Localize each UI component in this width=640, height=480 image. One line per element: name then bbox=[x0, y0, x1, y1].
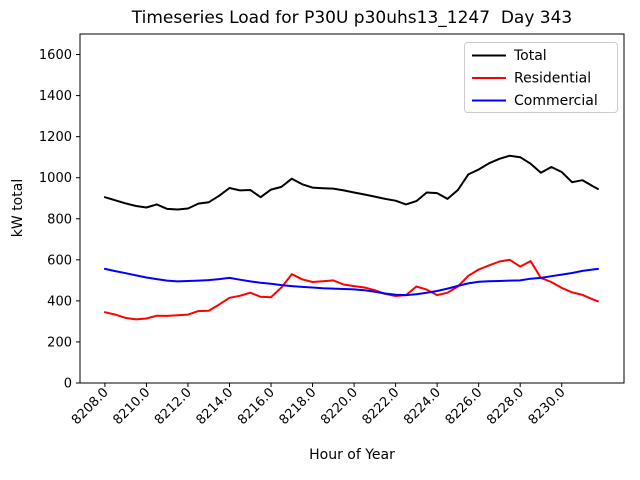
x-tick-label: 8220.0 bbox=[318, 385, 361, 428]
x-tick-label: 8224.0 bbox=[401, 385, 444, 428]
y-tick-label: 1600 bbox=[39, 48, 72, 63]
y-axis-ticks: 0 200 400 600 800 1000 1200 1400 1600 bbox=[39, 48, 80, 392]
series-line-commercial bbox=[103, 267, 599, 297]
y-axis-label: kW total bbox=[10, 179, 26, 237]
y-tick-label: 800 bbox=[47, 212, 72, 227]
y-tick-label: 400 bbox=[47, 294, 72, 309]
y-tick-label: 1000 bbox=[39, 171, 72, 186]
y-tick-label: 1200 bbox=[39, 130, 72, 145]
plot-area bbox=[79, 33, 625, 384]
x-tick-label: 8228.0 bbox=[484, 385, 527, 428]
x-tick-label: 8230.0 bbox=[526, 385, 569, 428]
x-tick-label: 8214.0 bbox=[194, 385, 237, 428]
y-tick-label: 600 bbox=[47, 253, 72, 268]
x-tick-label: 8216.0 bbox=[235, 385, 278, 428]
x-tick-label: 8226.0 bbox=[443, 385, 486, 428]
y-tick-label: 1400 bbox=[39, 89, 72, 104]
x-axis-label: Hour of Year bbox=[309, 447, 395, 463]
series-lines bbox=[103, 154, 599, 321]
chart-title: Timeseries Load for P30U p30uhs13_1247 D… bbox=[131, 8, 573, 28]
x-tick-label: 8218.0 bbox=[277, 385, 320, 428]
legend: Total Residential Commercial bbox=[464, 42, 618, 113]
series-line-total bbox=[103, 154, 599, 211]
x-tick-label: 8212.0 bbox=[152, 385, 195, 428]
x-tick-label: 8210.0 bbox=[110, 385, 153, 428]
legend-label-residential: Residential bbox=[514, 71, 591, 87]
x-axis-ticks: 8208.08210.08212.08214.08216.08218.08220… bbox=[69, 383, 569, 428]
legend-label-commercial: Commercial bbox=[514, 93, 598, 109]
series-line-residential bbox=[103, 258, 599, 321]
legend-label-total: Total bbox=[513, 48, 547, 64]
y-tick-label: 0 bbox=[64, 377, 72, 392]
x-tick-label: 8208.0 bbox=[69, 385, 112, 428]
y-tick-label: 200 bbox=[47, 335, 72, 350]
legend-box bbox=[464, 42, 618, 113]
x-tick-label: 8222.0 bbox=[360, 385, 403, 428]
